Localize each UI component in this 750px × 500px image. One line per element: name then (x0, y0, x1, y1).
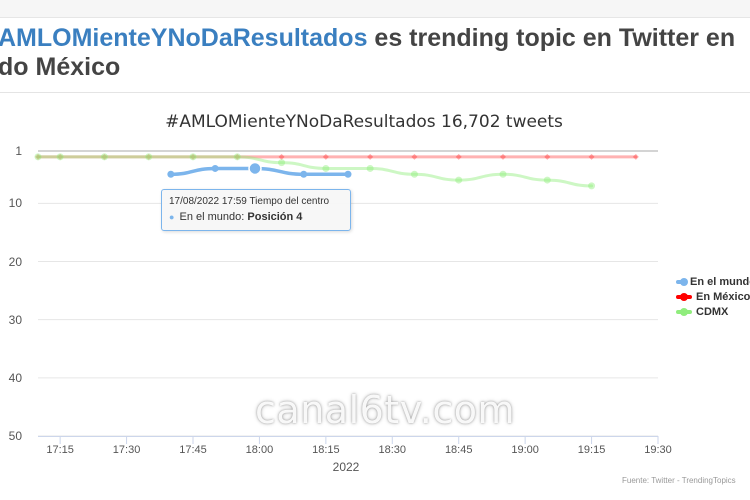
legend-symbol (676, 276, 688, 288)
x-tick-label: 19:30 (644, 444, 672, 456)
data-point-cdmx (543, 176, 551, 184)
headline-divider (0, 92, 750, 93)
data-point-en-m-xico (632, 153, 639, 160)
data-point-cdmx (278, 159, 286, 167)
headline-hashtag[interactable]: AMLOMienteYNoDaResultados (0, 24, 368, 52)
data-point-cdmx (233, 153, 241, 161)
data-point-cdmx (455, 176, 463, 184)
x-tick-label: 17:30 (112, 444, 141, 456)
chart-credits[interactable]: Fuente: Twitter - TrendingTopics (622, 476, 736, 485)
x-tick-label: 17:45 (179, 444, 207, 456)
data-point-en-m-xico (35, 153, 41, 160)
x-axis-title: 2022 (332, 460, 360, 474)
chart-tooltip: 17/08/2022 17:59 Tiempo del centro ● En … (161, 189, 351, 231)
data-point-en-m-xico (190, 153, 196, 160)
legend-symbol (676, 306, 692, 318)
data-point-en-el-mundo (300, 170, 308, 178)
data-point-en-m-xico (234, 153, 241, 160)
watermark: canal6tv.com (255, 388, 515, 432)
series-dot-icon: ● (169, 212, 175, 222)
tooltip-value: Posición 4 (247, 211, 303, 223)
x-tick-label: 19:15 (577, 444, 606, 456)
data-point-en-m-xico (101, 153, 108, 160)
data-point-cdmx (322, 164, 330, 172)
data-point-en-el-mundo (167, 170, 175, 178)
legend-item-en-el-mundo[interactable]: En el mundo (676, 274, 750, 289)
x-tick-label: 18:45 (444, 444, 473, 456)
tooltip-header: 17/08/2022 17:59 Tiempo del centro (169, 196, 330, 207)
data-point-en-m-xico (588, 153, 595, 160)
article-headline: AMLOMienteYNoDaResultados es trending to… (0, 24, 750, 82)
legend-label: En el mundo (690, 275, 750, 288)
y-tick-label: 30 (8, 312, 22, 327)
legend-symbol (676, 291, 692, 303)
y-tick-label: 40 (8, 370, 22, 385)
data-point-cdmx (145, 153, 153, 161)
data-point-cdmx (189, 153, 197, 161)
data-point-en-m-xico (278, 153, 285, 160)
y-tick-label: 1 (15, 144, 22, 158)
data-point-en-m-xico (367, 153, 374, 160)
site-top-bar (0, 0, 750, 18)
data-point-en-m-xico (322, 153, 329, 160)
series-line-cdmx (36, 155, 594, 188)
chart-card (0, 93, 750, 500)
data-point-en-m-xico (455, 153, 462, 160)
data-point-cdmx (56, 153, 64, 161)
x-tick-label: 18:00 (245, 444, 274, 456)
data-point-en-m-xico (500, 153, 506, 160)
hovered-point (248, 161, 262, 176)
data-point-cdmx (410, 170, 418, 178)
x-tick-label: 17:15 (46, 444, 74, 456)
data-point-cdmx (366, 164, 374, 172)
data-point-cdmx (588, 182, 596, 190)
legend-label: CDMX (696, 305, 729, 318)
chart-title: #AMLOMienteYNoDaResultados 16,702 tweets (165, 112, 563, 132)
data-point-en-m-xico (145, 153, 152, 160)
tooltip-series-name: En el mundo: (179, 211, 245, 223)
x-tick-label: 18:30 (378, 444, 407, 456)
headline-text: es trending topic en Twitter en (367, 24, 736, 52)
y-tick-label: 10 (8, 196, 22, 211)
data-point-en-el-mundo (344, 170, 352, 178)
legend-item-en-mexico[interactable]: En México (676, 289, 750, 304)
legend-item-cdmx[interactable]: CDMX (676, 304, 750, 319)
legend-label: En México (696, 290, 750, 303)
y-tick-label: 50 (8, 429, 22, 443)
data-point-cdmx (34, 153, 42, 161)
data-point-cdmx (499, 170, 507, 178)
tooltip-row: ● En el mundo: Posición 4 (169, 211, 302, 223)
data-point-en-m-xico (544, 153, 551, 160)
data-point-cdmx (100, 153, 108, 161)
chart-legend: En el mundo En México CDMX (676, 274, 750, 319)
headline-line-2: do México (0, 53, 121, 81)
y-tick-label: 20 (8, 254, 22, 269)
x-tick-label: 19:00 (511, 444, 539, 456)
data-point-en-m-xico (411, 153, 418, 160)
x-tick-label: 18:15 (312, 444, 340, 456)
data-point-en-m-xico (57, 153, 64, 160)
data-point-en-el-mundo (211, 164, 219, 172)
